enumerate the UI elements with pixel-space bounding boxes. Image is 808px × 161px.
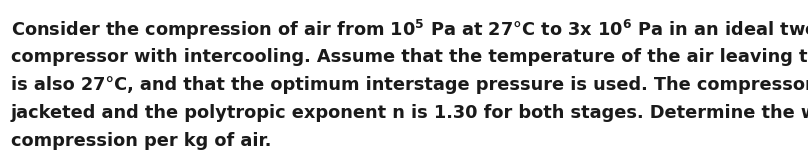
Text: jacketed and the polytropic exponent n is 1.30 for both stages. Determine the wo: jacketed and the polytropic exponent n i… — [11, 104, 808, 122]
Text: compression per kg of air.: compression per kg of air. — [11, 132, 271, 150]
Text: compressor with intercooling. Assume that the temperature of the air leaving the: compressor with intercooling. Assume tha… — [11, 48, 808, 66]
Text: Consider the compression of air from $\mathbf{10^5}$ Pa at 27°C to 3x $\mathbf{1: Consider the compression of air from $\m… — [11, 18, 808, 42]
Text: is also 27°C, and that the optimum interstage pressure is used. The compressor i: is also 27°C, and that the optimum inter… — [11, 76, 808, 94]
